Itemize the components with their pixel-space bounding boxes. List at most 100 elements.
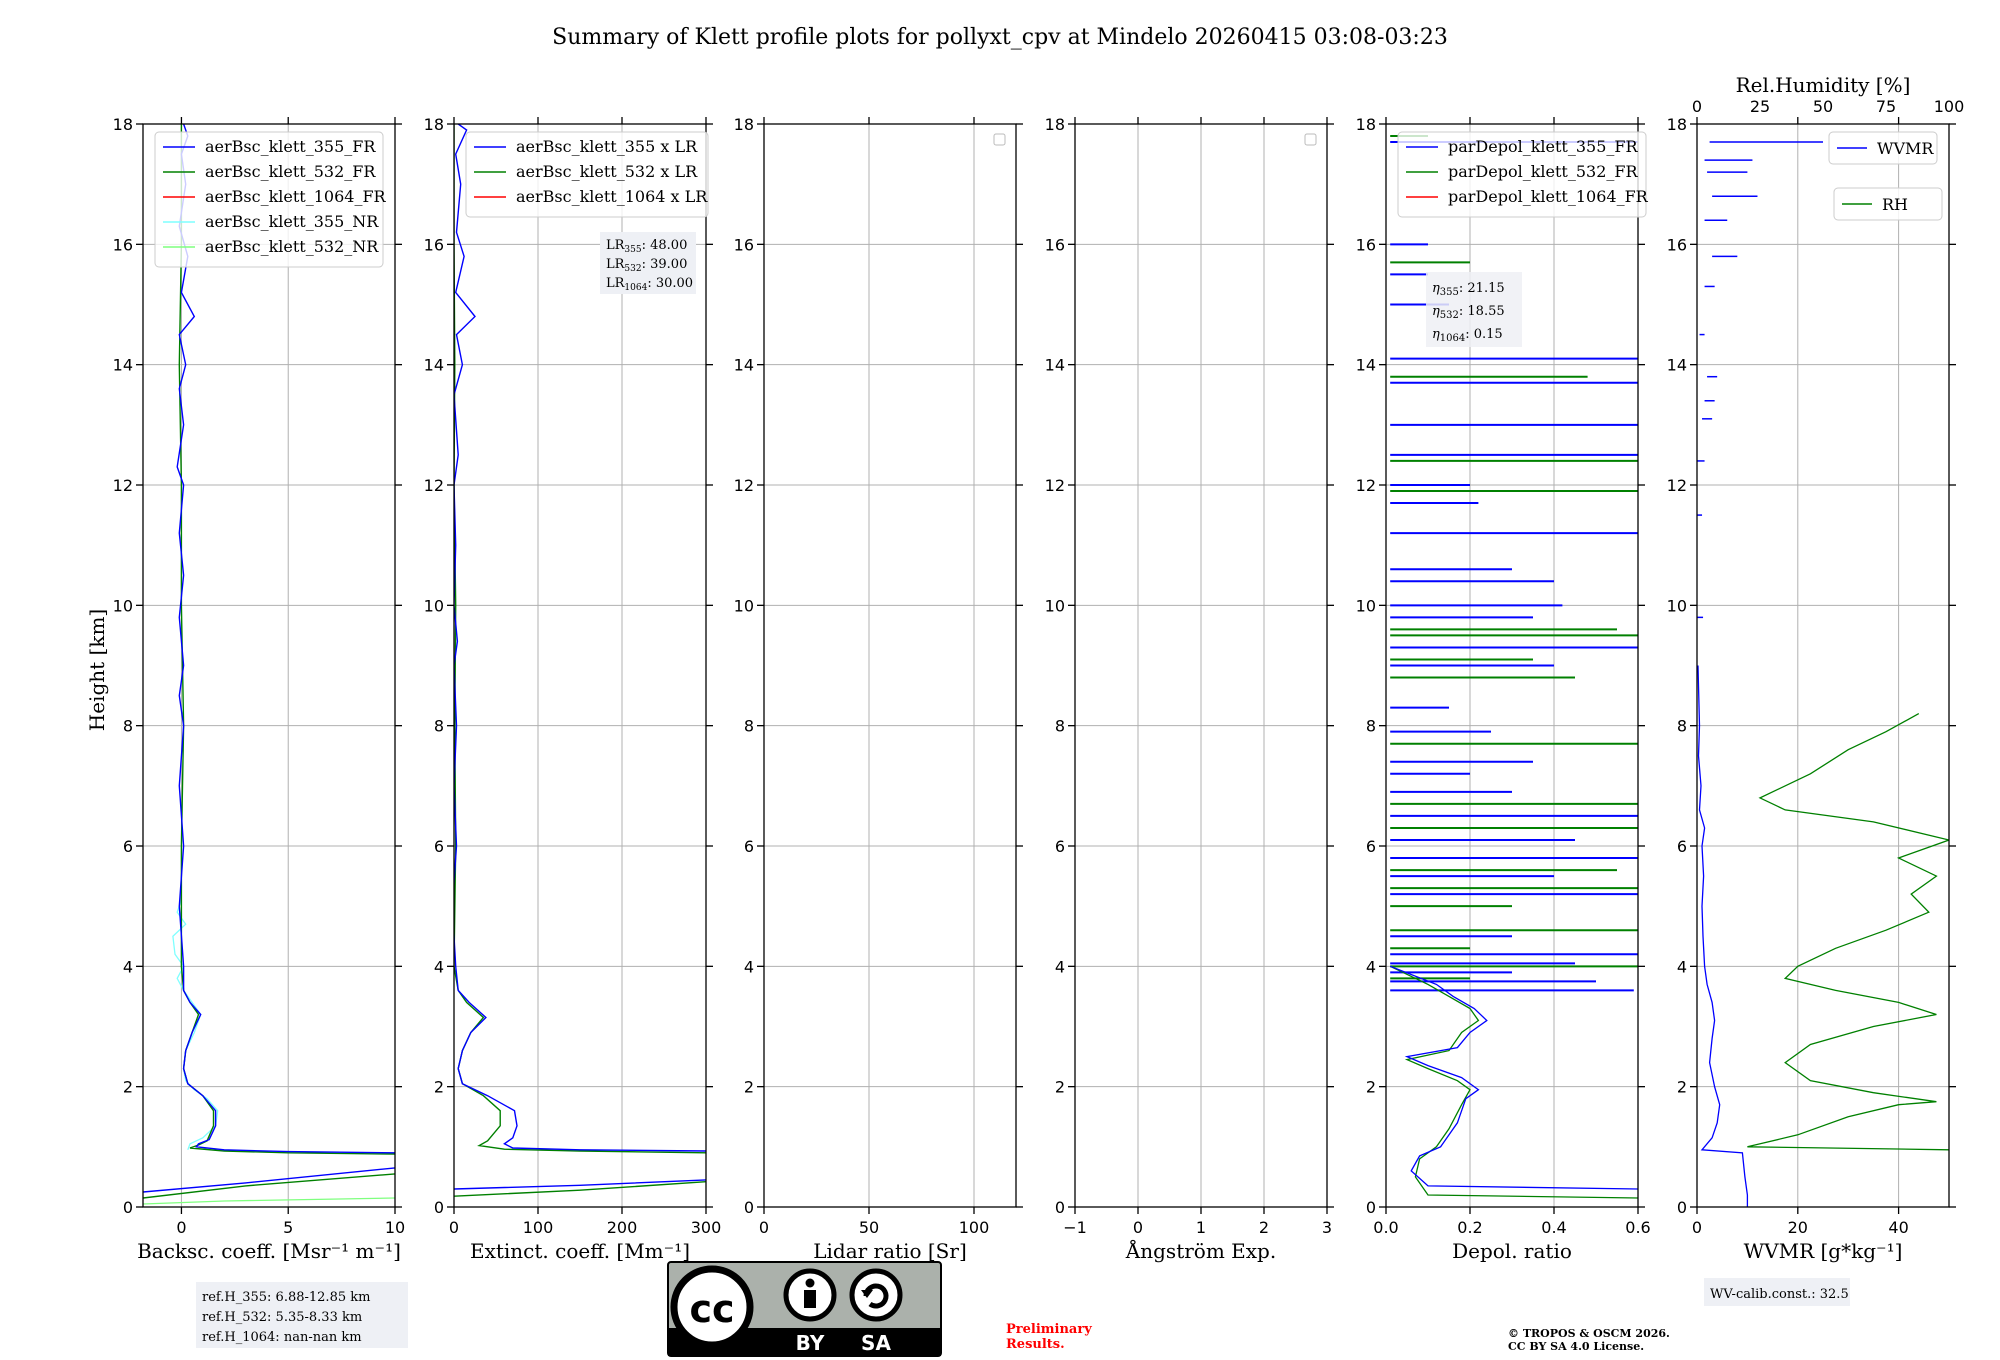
ytick-label: 12 <box>424 476 444 495</box>
ytick-label: 12 <box>1667 476 1687 495</box>
top-xtick-label: 0 <box>1692 97 1702 116</box>
xtick-label: 40 <box>1888 1218 1908 1237</box>
preliminary-line2: Results. <box>1006 1337 1065 1352</box>
ref-height-532: ref.H_532: 5.35-8.33 km <box>202 1310 362 1325</box>
ytick-label: 18 <box>424 115 444 134</box>
ytick-label: 0 <box>1055 1198 1065 1217</box>
ytick-label: 8 <box>1366 717 1376 736</box>
ytick-label: 12 <box>113 476 133 495</box>
ytick-label: 4 <box>1055 957 1065 976</box>
xtick-label: 0 <box>759 1218 769 1237</box>
xtick-label: 5 <box>283 1218 293 1237</box>
legend-label: aerBsc_klett_355 x LR <box>516 137 698 156</box>
legend-label: parDepol_klett_1064_FR <box>1448 187 1649 206</box>
ytick-label: 10 <box>1667 596 1687 615</box>
ytick-label: 16 <box>1667 235 1687 254</box>
series-line-aerBsc_klett_355_FR <box>176 124 395 1154</box>
ytick-label: 6 <box>123 837 133 856</box>
ytick-label: 8 <box>1055 717 1065 736</box>
lr-annotation-box <box>600 232 696 294</box>
ytick-label: 10 <box>424 596 444 615</box>
ytick-label: 8 <box>744 717 754 736</box>
legend-label: WVMR <box>1877 139 1934 158</box>
ytick-label: 10 <box>113 596 133 615</box>
ytick-label: 0 <box>1366 1198 1376 1217</box>
legend-label: aerBsc_klett_1064 x LR <box>516 187 708 206</box>
xtick-label: 100 <box>523 1218 554 1237</box>
figure-title: Summary of Klett profile plots for polly… <box>552 25 1448 50</box>
lr-annotation-355: LR355: 48.00 <box>606 238 687 255</box>
legend-label: RH <box>1882 195 1908 214</box>
ytick-label: 4 <box>744 957 754 976</box>
data-group-depol <box>1389 135 1638 1199</box>
xtick-label: 1 <box>1196 1218 1206 1237</box>
legend-label: aerBsc_klett_355_NR <box>205 212 379 231</box>
eta-annotation-355: η355: 21.15 <box>1432 281 1505 298</box>
xtick-label: 3 <box>1322 1218 1332 1237</box>
axes-frame <box>142 123 396 1208</box>
xtick-label: 0.6 <box>1625 1218 1650 1237</box>
xtick-label: 100 <box>959 1218 990 1237</box>
ytick-label: 18 <box>1667 115 1687 134</box>
legend-label: parDepol_klett_532_FR <box>1448 162 1639 181</box>
ytick-label: 8 <box>123 717 133 736</box>
ytick-label: 6 <box>434 837 444 856</box>
ytick-label: 2 <box>1055 1078 1065 1097</box>
legend-label: aerBsc_klett_532 x LR <box>516 162 698 181</box>
cc-icon <box>670 1265 754 1349</box>
axes-frame <box>1385 123 1639 1208</box>
axes-frame <box>1696 123 1950 1208</box>
ytick-label: 10 <box>734 596 754 615</box>
ytick-label: 8 <box>434 717 444 736</box>
top-xtick-label: 100 <box>1934 97 1965 116</box>
top-xtick-label: 50 <box>1813 97 1833 116</box>
top-xtick-label: 25 <box>1750 97 1770 116</box>
by-label: BY <box>796 1331 825 1355</box>
xtick-label: 0.4 <box>1541 1218 1566 1237</box>
x-axis-label-ext: Extinct. coeff. [Mm⁻¹] <box>470 1239 690 1263</box>
copyright-line2: CC BY SA 4.0 License. <box>1508 1340 1644 1353</box>
xtick-label: 0.2 <box>1457 1218 1482 1237</box>
ytick-label: 8 <box>1677 717 1687 736</box>
y-axis-label: Height [km] <box>85 609 109 731</box>
ytick-label: 2 <box>1366 1078 1376 1097</box>
ytick-label: 18 <box>1356 115 1376 134</box>
ytick-label: 4 <box>123 957 133 976</box>
legend-label: aerBsc_klett_355_FR <box>205 137 376 156</box>
series-line-parDepol_klett_355_FR <box>1389 965 1638 1190</box>
x-axis-label-wv: WVMR [g*kg⁻¹] <box>1744 1239 1903 1263</box>
xtick-label: −1 <box>1063 1218 1087 1237</box>
ref-height-355: ref.H_355: 6.88-12.85 km <box>202 1290 370 1305</box>
ytick-label: 6 <box>1366 837 1376 856</box>
xtick-label: 0 <box>449 1218 459 1237</box>
ytick-label: 4 <box>1677 957 1687 976</box>
preliminary-line1: Preliminary <box>1006 1322 1092 1337</box>
legend-label: parDepol_klett_355_FR <box>1448 137 1639 156</box>
ytick-label: 16 <box>1045 235 1065 254</box>
ytick-label: 0 <box>744 1198 754 1217</box>
xtick-label: 200 <box>607 1218 638 1237</box>
x-axis-label-lr: Lidar ratio [Sr] <box>813 1239 967 1263</box>
sa-share-icon <box>849 1268 903 1322</box>
series-line-parDepol_klett_532_FR <box>1389 965 1638 1199</box>
series-line-aerBsc_klett_532 x LR <box>454 1181 706 1197</box>
ytick-label: 10 <box>1356 596 1376 615</box>
xtick-label: 2 <box>1259 1218 1269 1237</box>
panel-wv: 0 2 4 6 8 10 12 14 16 18 0 20 40 WVMR [g*kg⁻¹] 0 25 50 75… <box>1667 73 1965 1263</box>
data-group-wv <box>1697 141 1949 1207</box>
cc-license-badge: cc BY SA <box>667 1261 942 1357</box>
empty-legend-box <box>1304 133 1317 146</box>
ytick-label: 18 <box>734 115 754 134</box>
ytick-label: 0 <box>434 1198 444 1217</box>
legend-box <box>1397 131 1647 218</box>
series-line-aerBsc_klett_355 x LR <box>454 124 706 1152</box>
ytick-label: 4 <box>434 957 444 976</box>
ytick-label: 16 <box>734 235 754 254</box>
xtick-label: 10 <box>385 1218 405 1237</box>
ytick-label: 14 <box>1667 356 1687 375</box>
legend-label: aerBsc_klett_1064_FR <box>205 187 387 206</box>
ytick-label: 2 <box>1677 1078 1687 1097</box>
legend-box <box>465 131 709 218</box>
